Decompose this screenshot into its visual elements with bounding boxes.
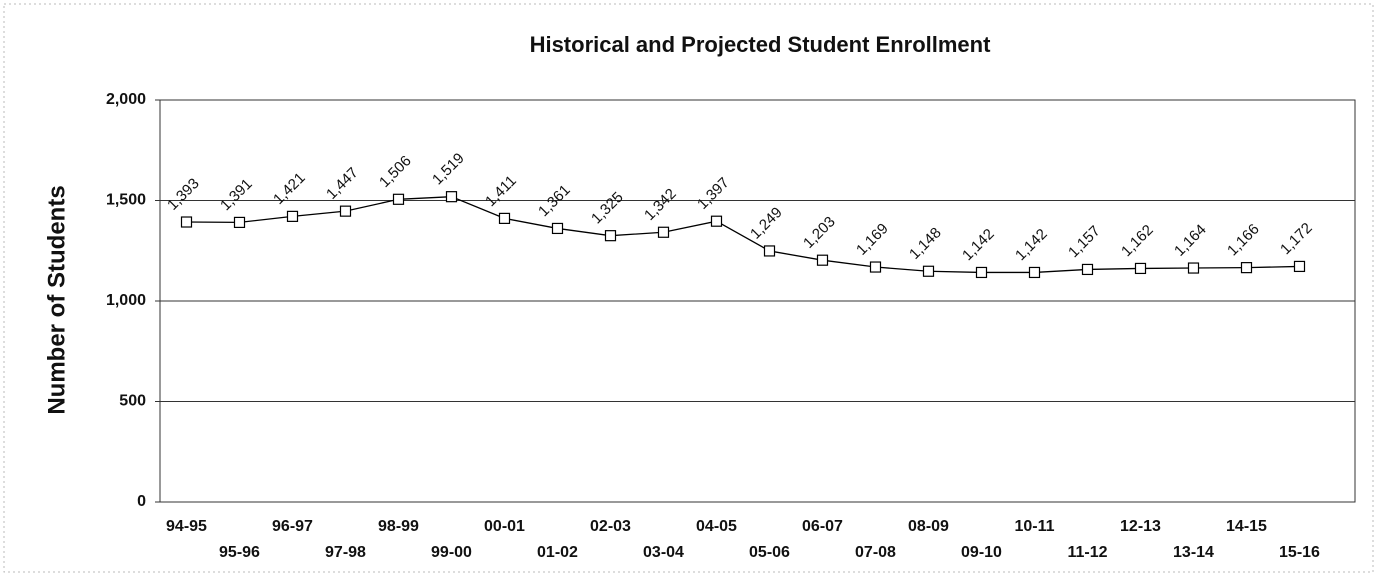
x-tick-label: 97-98 — [325, 544, 366, 561]
marker — [1134, 262, 1147, 275]
marker — [392, 193, 405, 205]
data-label: 1,421 — [270, 169, 309, 208]
x-tick-label: 94-95 — [166, 518, 207, 535]
x-tick-label: 03-04 — [643, 544, 684, 561]
x-tick-label: 12-13 — [1120, 518, 1161, 535]
marker — [604, 230, 617, 242]
y-axis-title: Number of Students — [43, 185, 70, 414]
marker — [975, 266, 988, 279]
x-tick-label: 09-10 — [961, 544, 1002, 561]
data-label: 1,203 — [800, 213, 839, 252]
y-tick-label: 500 — [119, 393, 146, 410]
marker — [1081, 263, 1094, 276]
x-tick-label: 02-03 — [590, 518, 631, 535]
x-tick-label: 14-15 — [1226, 518, 1267, 535]
data-label: 1,447 — [323, 164, 362, 203]
data-label: 1,142 — [1012, 226, 1051, 265]
x-tick-label: 05-06 — [749, 544, 790, 561]
data-label: 1,397 — [694, 174, 733, 213]
marker — [869, 261, 882, 273]
marker — [816, 254, 829, 266]
x-tick-label: 01-02 — [537, 544, 578, 561]
data-label: 1,411 — [482, 172, 520, 210]
y-tick-label: 0 — [137, 493, 146, 510]
marker — [1240, 262, 1253, 274]
data-label: 1,157 — [1065, 223, 1104, 262]
data-label: 1,519 — [429, 150, 468, 189]
marker — [498, 212, 511, 224]
x-tick-label: 08-09 — [908, 518, 949, 535]
marker — [657, 226, 670, 238]
x-tick-label: 98-99 — [378, 518, 419, 535]
marker — [551, 222, 564, 235]
marker — [1187, 262, 1200, 274]
x-tick-label: 96-97 — [272, 518, 313, 535]
data-label: 1,142 — [959, 226, 998, 265]
y-tick-label: 1,500 — [106, 192, 146, 209]
x-tick-label: 00-01 — [484, 518, 525, 535]
x-tick-label: 04-05 — [696, 518, 737, 535]
page-border — [3, 3, 1374, 573]
marker — [922, 265, 935, 277]
marker — [1028, 266, 1041, 279]
x-tick-label: 06-07 — [802, 518, 843, 535]
x-tick-label: 15-16 — [1279, 544, 1320, 561]
y-tick-label: 1,000 — [106, 292, 146, 309]
chart-title: Historical and Projected Student Enrollm… — [530, 32, 992, 57]
marker — [286, 210, 299, 222]
data-label: 1,172 — [1277, 219, 1316, 258]
x-tick-label: 07-08 — [855, 544, 896, 561]
x-tick-label: 99-00 — [431, 544, 472, 561]
y-tick-label: 2,000 — [106, 91, 146, 108]
marker — [763, 245, 776, 257]
marker — [1293, 260, 1306, 273]
data-label: 1,342 — [641, 185, 680, 224]
data-label: 1,393 — [164, 175, 203, 214]
data-label: 1,391 — [217, 175, 256, 214]
line — [186, 196, 1300, 274]
data-label: 1,506 — [376, 152, 415, 191]
marker — [233, 216, 246, 229]
data-label: 1,166 — [1224, 221, 1263, 260]
x-tick-label: 10-11 — [1014, 518, 1054, 535]
x-tick-label: 95-96 — [219, 544, 260, 561]
data-label: 1,169 — [853, 220, 892, 259]
x-tick-label: 13-14 — [1173, 544, 1214, 561]
data-label: 1,162 — [1118, 222, 1157, 261]
marker — [180, 216, 193, 228]
data-label: 1,325 — [588, 189, 627, 228]
marker — [445, 191, 458, 203]
marker — [710, 215, 723, 227]
marker — [339, 205, 352, 217]
data-label: 1,148 — [906, 224, 945, 263]
x-tick-label: 11-12 — [1067, 544, 1107, 561]
data-label: 1,164 — [1171, 221, 1210, 260]
data-label: 1,249 — [747, 204, 786, 243]
